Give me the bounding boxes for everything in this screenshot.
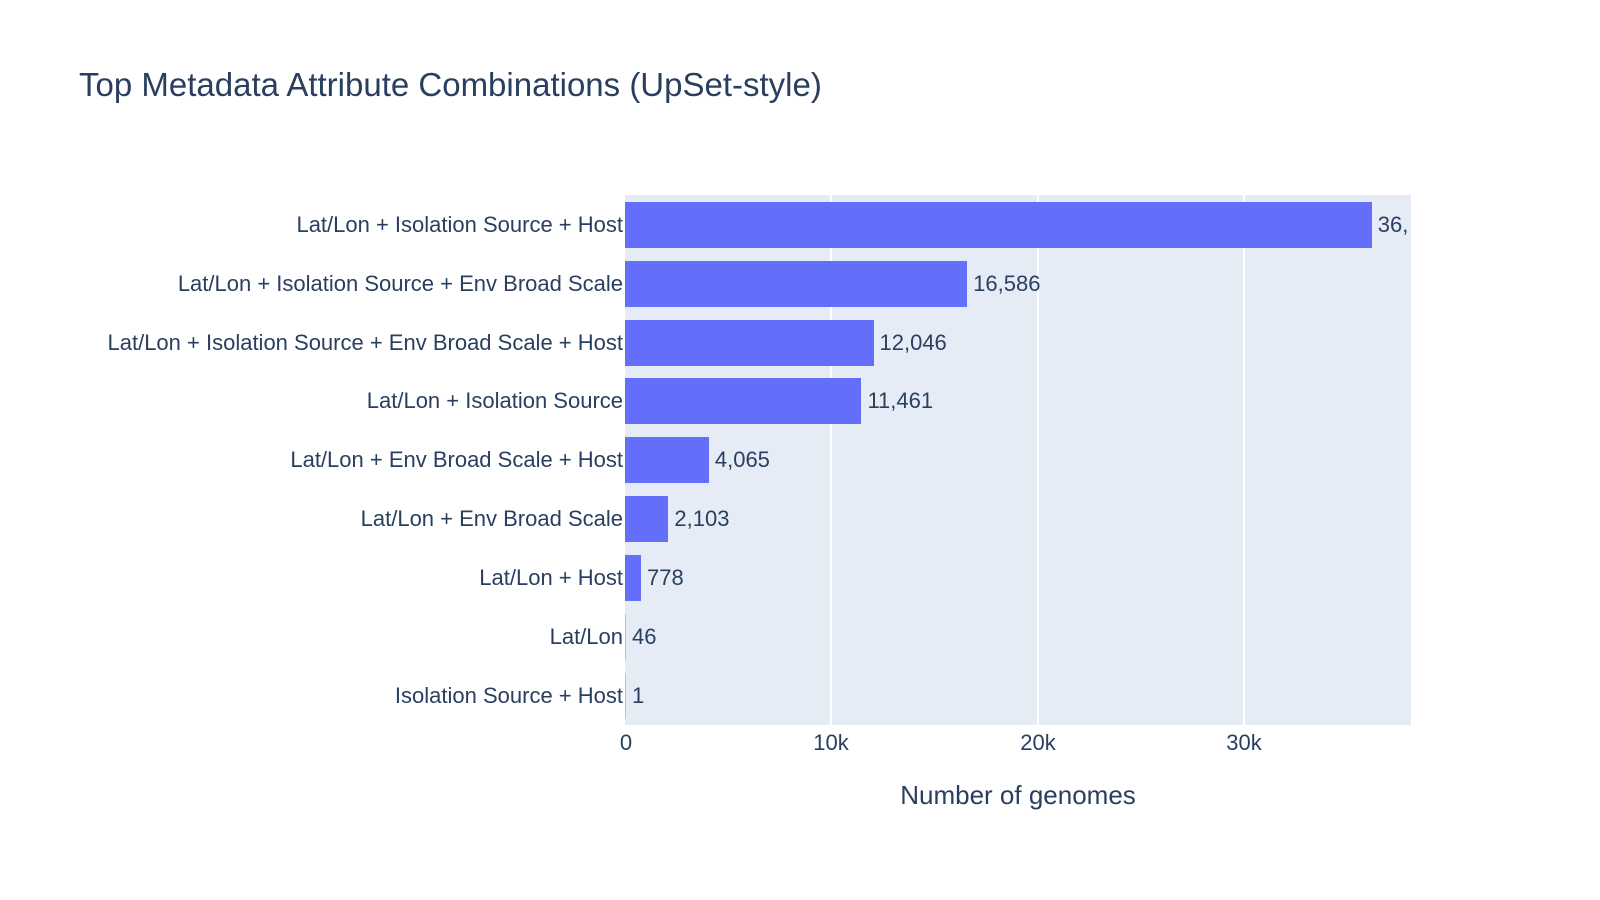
value-label-7: 46 [632, 624, 657, 649]
bar-2[interactable] [625, 320, 874, 366]
value-label-6: 778 [647, 565, 684, 590]
x-tick-label-0: 0 [619, 730, 633, 755]
gridline-30k [1243, 195, 1245, 725]
bar-8[interactable] [625, 673, 626, 719]
y-tick-label-0: Lat/Lon + Isolation Source + Host [296, 212, 623, 237]
bar-1[interactable] [625, 261, 968, 307]
y-tick-label-5: Lat/Lon + Env Broad Scale [360, 506, 623, 531]
value-label-8: 1 [632, 683, 645, 708]
x-tick-label-1: 10k [813, 730, 849, 755]
value-label-0: 36, [1377, 212, 1409, 237]
bar-7[interactable] [625, 614, 626, 660]
y-tick-label-2: Lat/Lon + Isolation Source + Env Broad S… [107, 330, 624, 355]
bar-3[interactable] [625, 378, 862, 424]
bar-6[interactable] [625, 555, 642, 601]
value-label-3: 11,461 [867, 388, 934, 413]
y-tick-label-7: Lat/Lon [549, 624, 623, 649]
chart-title: Top Metadata Attribute Combinations (UpS… [79, 66, 822, 103]
x-tick-label-2: 20k [1020, 730, 1056, 755]
value-label-4: 4,065 [714, 447, 770, 472]
y-tick-label-6: Lat/Lon + Host [479, 565, 623, 590]
bar-4[interactable] [625, 437, 709, 483]
bar-0[interactable] [625, 202, 1372, 248]
value-label-1: 16,586 [973, 271, 1041, 296]
gridline-20k [1037, 195, 1039, 725]
value-label-2: 12,046 [879, 330, 947, 355]
y-tick-label-1: Lat/Lon + Isolation Source + Env Broad S… [177, 271, 623, 296]
plot-area: 36, 16,586 12,046 11,461 4,065 2,103 778… [625, 195, 1411, 725]
gridline-10k [830, 195, 832, 725]
value-label-5: 2,103 [674, 506, 730, 531]
x-tick-label-3: 30k [1226, 730, 1262, 755]
y-tick-label-8: Isolation Source + Host [394, 683, 623, 708]
x-axis-title: Number of genomes [900, 780, 1136, 810]
y-tick-label-4: Lat/Lon + Env Broad Scale + Host [290, 447, 623, 472]
y-tick-label-3: Lat/Lon + Isolation Source [366, 388, 623, 413]
bar-5[interactable] [625, 496, 669, 542]
